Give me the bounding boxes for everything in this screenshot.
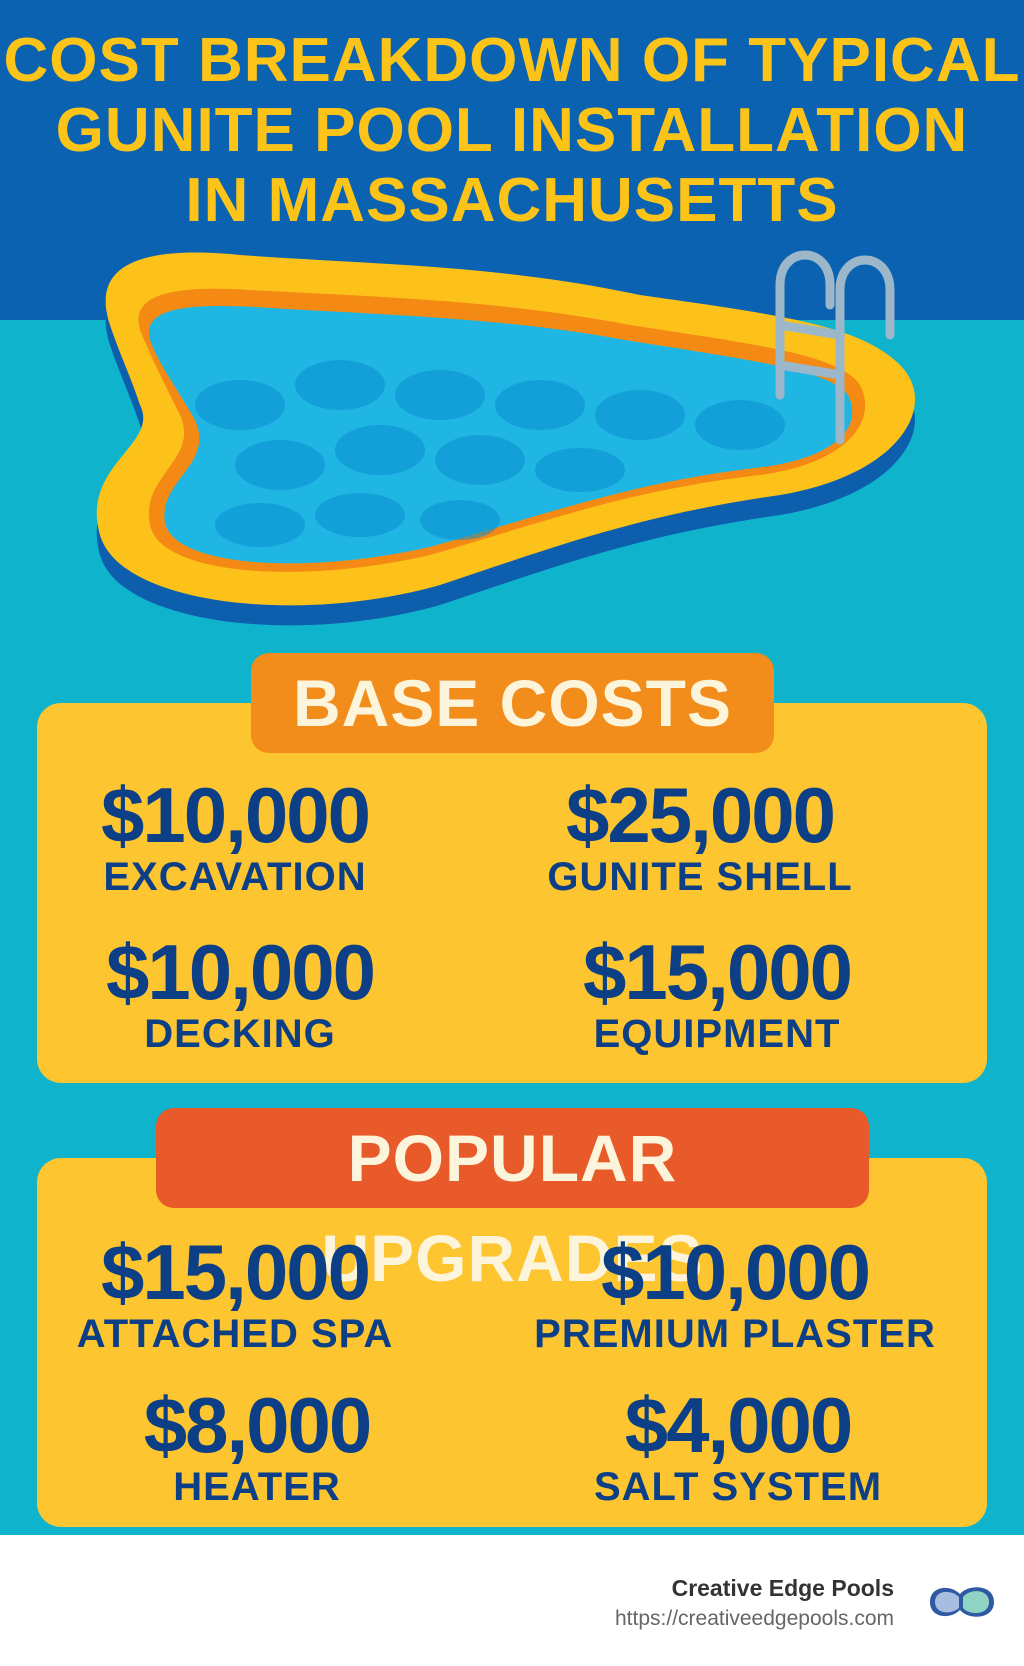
cost-label: EQUIPMENT	[593, 1012, 841, 1056]
cost-item: $8,000 HEATER	[37, 1385, 477, 1509]
cost-label: DECKING	[144, 1012, 336, 1056]
cost-amount: $10,000	[106, 928, 376, 1016]
cost-label: PREMIUM PLASTER	[534, 1312, 936, 1356]
cost-item: $10,000 PREMIUM PLASTER	[515, 1232, 955, 1356]
cost-amount: $15,000	[583, 928, 853, 1016]
cost-item: $4,000 SALT SYSTEM	[518, 1385, 958, 1509]
pool-logo-icon	[930, 1587, 994, 1617]
base-costs-heading: BASE COSTS	[251, 653, 774, 753]
cost-item: $25,000 GUNITE SHELL	[480, 775, 920, 899]
cost-amount: $25,000	[566, 771, 836, 859]
cost-amount: $8,000	[143, 1381, 373, 1469]
footer: Creative Edge Pools https://creativeedge…	[0, 1535, 1024, 1666]
cost-label: HEATER	[173, 1465, 341, 1509]
title-line: IN MASSACHUSETTS	[185, 166, 839, 235]
cost-amount: $15,000	[101, 1228, 371, 1316]
popular-upgrades-heading: POPULAR UPGRADES	[156, 1108, 869, 1295]
popular-upgrades-panel	[37, 1158, 987, 1527]
title-line: COST BREAKDOWN OF TYPICAL	[3, 26, 1021, 95]
cost-item: $10,000 DECKING	[20, 932, 460, 1056]
cost-amount: $10,000	[101, 771, 371, 859]
cost-label: EXCAVATION	[103, 855, 367, 899]
page-title: COST BREAKDOWN OF TYPICAL GUNITE POOL IN…	[0, 26, 1024, 236]
base-costs-panel	[37, 703, 987, 1083]
cost-amount: $10,000	[601, 1228, 871, 1316]
website-url: https://creativeedgepools.com	[615, 1607, 894, 1630]
cost-item: $10,000 EXCAVATION	[15, 775, 455, 899]
cost-amount: $4,000	[624, 1381, 854, 1469]
cost-item: $15,000 EQUIPMENT	[497, 932, 937, 1056]
cost-label: SALT SYSTEM	[593, 1465, 883, 1509]
title-line: GUNITE POOL INSTALLATION	[55, 96, 969, 165]
cost-label: ATTACHED SPA	[76, 1312, 394, 1356]
brand-name: Creative Edge Pools	[671, 1575, 894, 1601]
pool-illustration	[96, 250, 916, 626]
cost-label: GUNITE SHELL	[547, 855, 853, 899]
cost-item: $15,000 ATTACHED SPA	[15, 1232, 455, 1356]
